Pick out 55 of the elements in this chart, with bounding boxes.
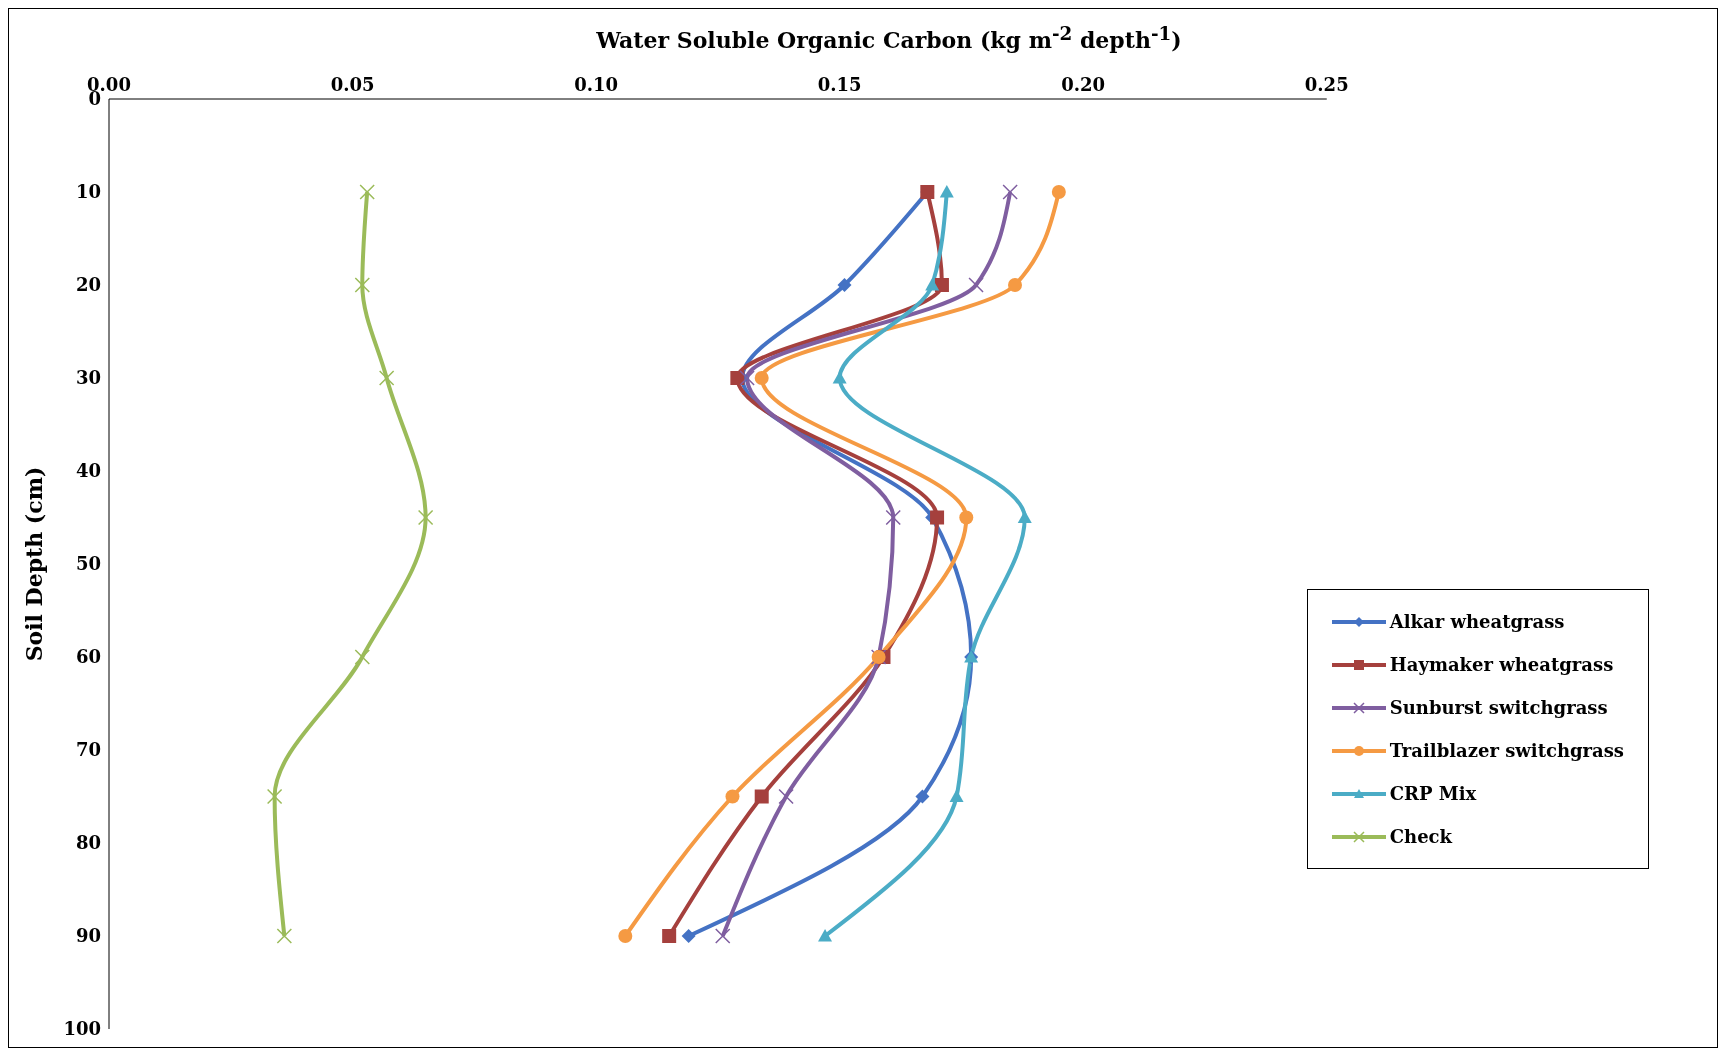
y-tick-label: 20 <box>75 274 101 296</box>
y-tick-label: 10 <box>75 181 101 203</box>
point <box>1051 185 1066 199</box>
point <box>739 370 755 386</box>
y-tick-label: 80 <box>75 832 101 854</box>
point <box>939 185 954 198</box>
x-tick-label: 0.25 <box>1304 74 1349 95</box>
y-tick-label: 40 <box>75 460 101 482</box>
point <box>725 789 740 804</box>
point <box>925 278 940 291</box>
y-axis-title: Soil Depth (cm) <box>20 466 47 662</box>
point <box>930 510 945 525</box>
point <box>730 371 745 385</box>
x-tick-label: 0.20 <box>1061 74 1106 95</box>
point <box>662 929 677 943</box>
y-tick-label: 90 <box>75 925 101 947</box>
x-tick-label: 0.10 <box>574 74 619 95</box>
point <box>818 929 833 942</box>
point <box>934 278 949 292</box>
legend-label: Trailblazer switchgrass <box>1389 740 1624 761</box>
point <box>1017 510 1032 524</box>
point <box>354 277 371 293</box>
point <box>618 929 633 943</box>
point <box>837 278 852 292</box>
x-tick-label: 0.05 <box>330 74 375 95</box>
point <box>915 789 930 804</box>
legend-label: Haymaker wheatgrass <box>1389 654 1614 675</box>
y-tick-label: 100 <box>63 1018 101 1040</box>
x-tick-label: 0.15 <box>817 74 862 95</box>
y-tick-label: 30 <box>75 367 101 389</box>
point <box>778 788 794 805</box>
point <box>1002 184 1018 200</box>
legend-label: Alkar wheatgrass <box>1389 611 1565 632</box>
point <box>885 509 901 526</box>
legend-label: CRP Mix <box>1389 783 1477 804</box>
point <box>276 928 293 944</box>
point <box>959 510 974 525</box>
point <box>354 649 371 665</box>
x-axis-title: Water Soluble Organic Carbon (kg m$^{-2}$ depth$^{-1}$) <box>595 23 1183 54</box>
y-tick-label: 70 <box>75 739 101 761</box>
point <box>949 789 964 803</box>
point <box>359 184 375 200</box>
point <box>1008 278 1023 292</box>
point <box>266 788 283 805</box>
legend-label: Sunburst switchgrass <box>1389 697 1608 718</box>
point <box>754 371 769 385</box>
point <box>832 371 847 384</box>
point <box>715 928 731 944</box>
y-tick-label: 50 <box>75 553 101 575</box>
point <box>754 789 769 804</box>
point <box>681 929 696 943</box>
legend-label: Check <box>1389 826 1453 847</box>
point <box>417 509 434 526</box>
y-tick-label: 60 <box>75 646 101 668</box>
point <box>378 370 395 386</box>
